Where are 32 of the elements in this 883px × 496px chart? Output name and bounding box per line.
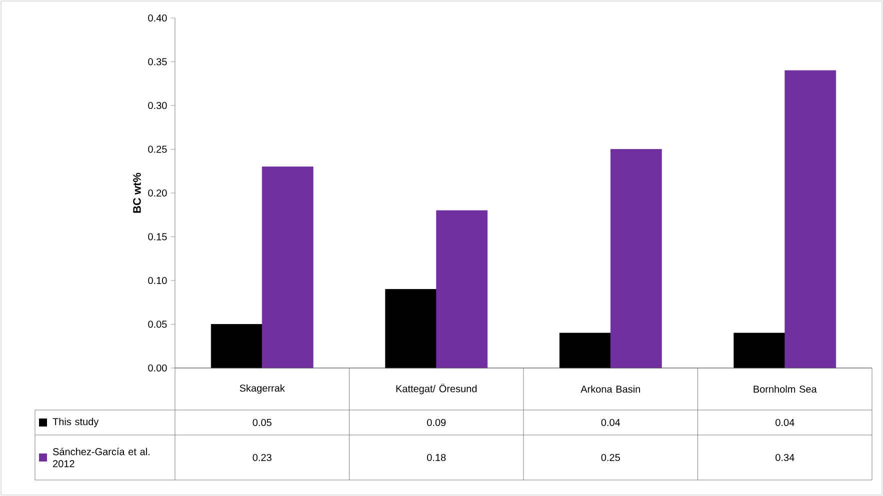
bar (559, 332, 611, 368)
y-axis-title: BC wt% (133, 172, 141, 213)
data-label: 0.04 (776, 418, 794, 426)
data-label: 0.04 (601, 418, 620, 426)
y-tick-label: 0.15 (148, 233, 167, 240)
bar (610, 149, 662, 368)
x-tick-label: Arkona Basin (580, 385, 640, 393)
bar (784, 70, 836, 368)
legend-label: This study (52, 418, 99, 428)
x-tick-label: Bornholm Sea (754, 385, 817, 393)
bar (262, 166, 314, 368)
bar (436, 210, 488, 368)
y-tick-label: 0.40 (148, 14, 167, 22)
data-label: 0.23 (252, 454, 272, 462)
x-tick-label: Kattegat/ Öresund (396, 384, 477, 394)
data-label: 0.25 (601, 454, 620, 462)
legend-label: Sánchez-García et al. 2012 (52, 448, 150, 468)
data-label: 0.18 (427, 454, 446, 462)
y-tick-label: 0.00 (148, 364, 167, 372)
x-tick-label: Skagerrak (240, 384, 285, 394)
y-tick-label: 0.30 (148, 102, 167, 110)
y-tick-label: 0.20 (148, 189, 167, 197)
data-label: 0.09 (427, 418, 446, 426)
y-tick-label: 0.05 (148, 320, 167, 328)
y-tick-label: 0.25 (148, 146, 167, 153)
y-tick-label: 0.35 (148, 58, 167, 66)
bar (734, 332, 786, 368)
data-label: 0.05 (252, 418, 272, 426)
data-label: 0.34 (776, 454, 794, 462)
bar (210, 324, 262, 368)
y-tick-label: 0.10 (148, 276, 167, 284)
bar (385, 289, 437, 368)
